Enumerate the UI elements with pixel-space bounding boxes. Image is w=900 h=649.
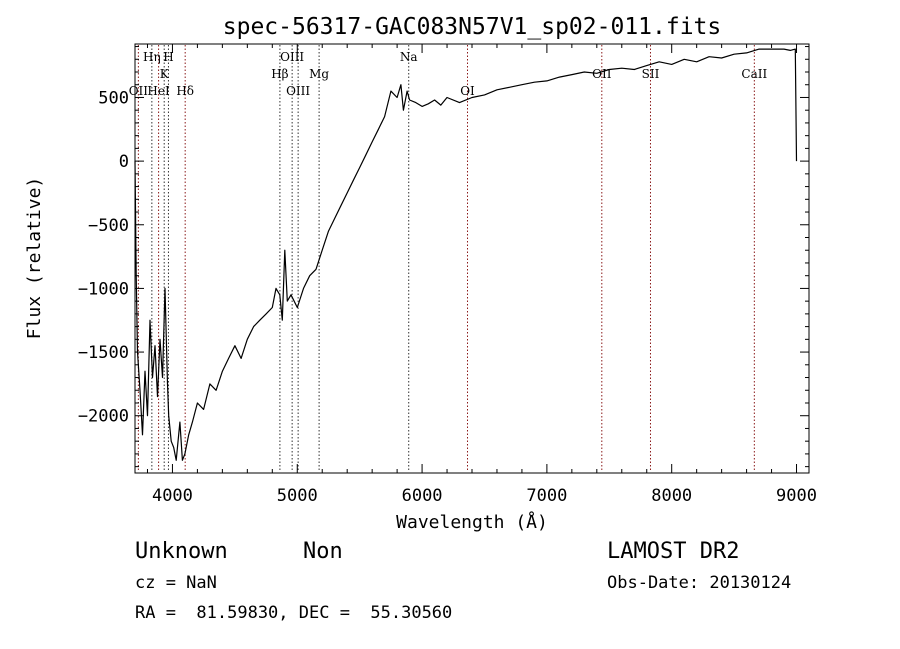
line-label-9: Mg [309,67,329,81]
y-axis-label: Flux (relative) [24,177,45,340]
line-label-4: H [163,50,173,64]
line-label-14: CaII [741,67,767,81]
line-label-5: Hδ [176,84,194,98]
spectral-line-markers [137,45,755,472]
line-label-2: HeI [147,84,170,98]
line-label-1: Hη [143,50,161,64]
y-tick-label-4: 0 [119,152,129,172]
obs-date: Obs-Date: 20130124 [607,573,792,593]
x-tick-label-5: 9000 [776,486,817,506]
line-label-13: SII [642,67,660,81]
line-label-10: Na [400,50,418,64]
line-label-0: OII [129,84,149,98]
y-tick-label-1: −1500 [78,343,129,363]
x-axis-label: Wavelength (Å) [396,511,548,533]
line-label-6: Hβ [271,67,288,81]
coordinates: RA = 81.59830, DEC = 55.30560 [135,603,453,623]
x-tick-label-4: 8000 [651,486,692,506]
x-tick-label-2: 6000 [402,486,443,506]
plot-frame [134,43,810,474]
redshift-value: cz = NaN [135,573,217,593]
line-label-11: OI [460,84,475,98]
y-tick-label-0: −2000 [78,407,129,427]
y-tick-label-5: 500 [98,88,129,108]
object-subclass: Non [303,539,343,564]
line-label-7: OIII [280,50,304,64]
x-axis-ticks: 4000 5000 6000 7000 8000 9000 [146,44,817,506]
line-label-3: K [160,67,170,81]
flux-series-line [134,48,798,461]
x-tick-label-3: 7000 [526,486,567,506]
object-class: Unknown [135,539,228,564]
survey-name: LAMOST DR2 [607,539,740,564]
y-tick-label-3: −500 [88,216,129,236]
x-tick-label-1: 5000 [277,486,318,506]
x-tick-label-0: 4000 [152,486,193,506]
line-label-8: OIII [286,84,310,98]
y-axis-ticks: −2000 −1500 −1000 −500 0 500 [78,46,809,468]
chart-title: spec-56317-GAC083N57V1_sp02-011.fits [223,14,722,40]
y-tick-label-2: −1000 [78,279,129,299]
